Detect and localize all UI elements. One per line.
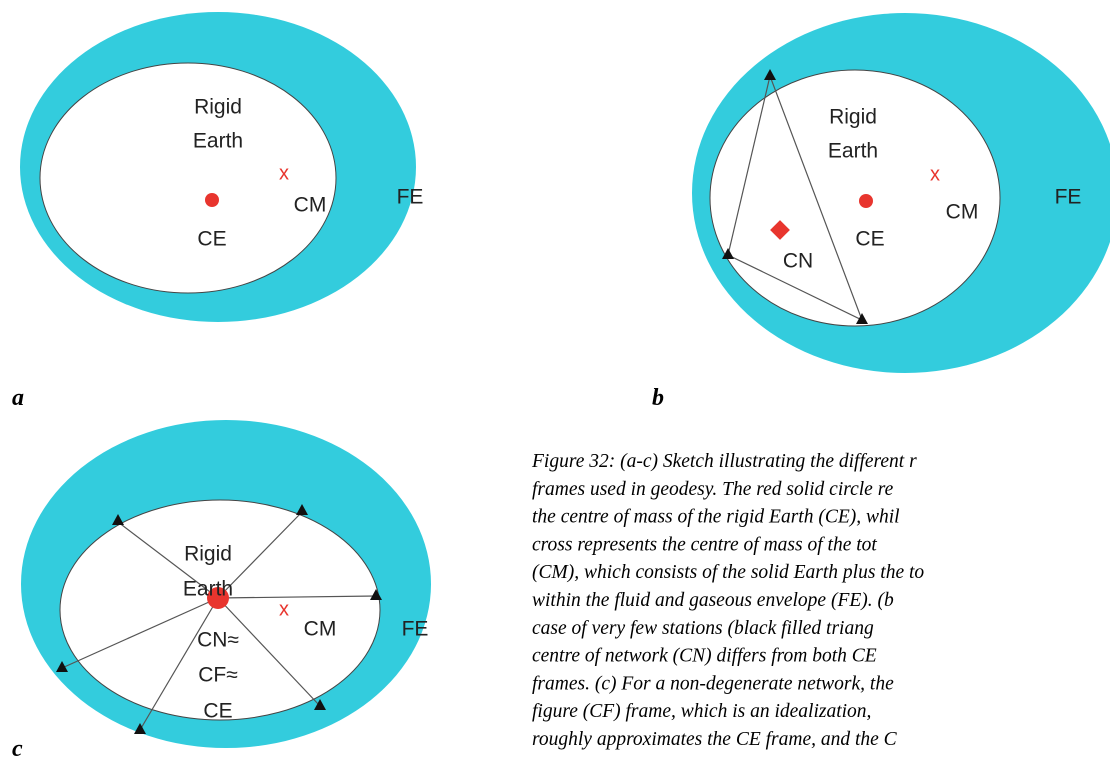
label: CN (783, 250, 813, 273)
label: CE (855, 228, 884, 251)
ce-dot (205, 193, 219, 207)
panel-b: x Rigid Earth CM CE CN FE b (652, 13, 1110, 411)
panel-letter: a (12, 385, 24, 411)
panel-letter: b (652, 385, 664, 411)
caption-line: the centre of mass of the rigid Earth (C… (532, 507, 900, 528)
caption-line: frames. (c) For a non-degenerate network… (532, 673, 894, 694)
ce-dot (207, 587, 229, 609)
ce-dot (859, 194, 873, 208)
rigid-earth (709, 69, 1001, 327)
rigid-earth (59, 499, 381, 721)
label: Rigid (184, 543, 232, 566)
cm-cross: x (279, 598, 289, 620)
label: Rigid (194, 96, 242, 119)
panel-letter: c (12, 736, 23, 762)
label: CM (946, 201, 979, 224)
label: Earth (828, 140, 878, 163)
label: CE (203, 700, 232, 723)
caption: Figure 32: (a-c) Sketch illustrating the… (531, 451, 924, 750)
cm-cross: x (279, 162, 289, 184)
label: CE (197, 228, 226, 251)
caption-line: Figure 32: (a-c) Sketch illustrating the… (531, 451, 917, 472)
network (727, 73, 864, 322)
label: FE (1055, 186, 1082, 209)
label: Earth (193, 130, 243, 153)
label: CM (294, 194, 327, 217)
stations (56, 504, 382, 734)
panel-a: x Rigid Earth CM CE FE a (12, 12, 423, 411)
stations (722, 69, 868, 324)
rigid-earth (39, 62, 337, 294)
label: FE (397, 186, 424, 209)
label: Earth (183, 578, 233, 601)
label: Rigid (829, 106, 877, 129)
caption-line: within the fluid and gaseous envelope (F… (532, 590, 894, 611)
label: CN≈ (197, 629, 239, 652)
network (61, 511, 377, 731)
caption-line: (CM), which consists of the solid Earth … (532, 562, 924, 583)
caption-line: figure (CF) frame, which is an idealizat… (532, 701, 871, 722)
caption-line: roughly approximates the CE frame, and t… (532, 729, 898, 750)
caption-line: frames used in geodesy. The red solid ci… (532, 479, 894, 500)
caption-line: cross represents the centre of mass of t… (532, 534, 877, 555)
label: CF≈ (198, 664, 238, 687)
panel-c: x Rigid Earth CM FE CN≈ CF≈ CE c (12, 420, 431, 762)
label: FE (402, 618, 429, 641)
caption-line: case of very few stations (black filled … (532, 618, 874, 639)
label: CM (304, 618, 337, 641)
cm-cross: x (930, 163, 940, 185)
caption-line: centre of network (CN) differs from both… (532, 646, 877, 667)
